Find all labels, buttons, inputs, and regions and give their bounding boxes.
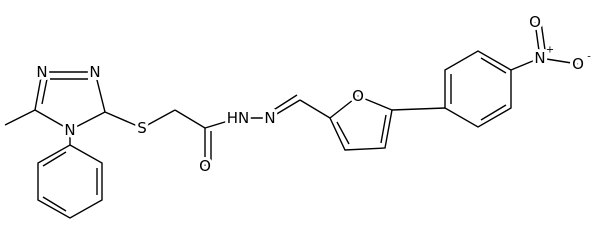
atoms: N N N S O HN N O N + O O - bbox=[33, 10, 591, 178]
atom-label: O bbox=[199, 157, 211, 175]
atom-label: N bbox=[64, 121, 75, 139]
atom-label: N bbox=[89, 63, 100, 81]
atom-charge: - bbox=[587, 52, 591, 63]
atom-label: O bbox=[352, 87, 364, 105]
atom-label: HN bbox=[227, 109, 250, 127]
atom-label: O bbox=[572, 55, 584, 73]
atom-label: S bbox=[137, 119, 147, 137]
atom-label: N bbox=[36, 63, 47, 81]
bonds bbox=[4, 21, 579, 219]
atom-charge: + bbox=[546, 45, 554, 56]
atom-label: O bbox=[529, 13, 541, 31]
atom-label: N bbox=[264, 109, 275, 127]
atom-label: N bbox=[534, 49, 545, 67]
